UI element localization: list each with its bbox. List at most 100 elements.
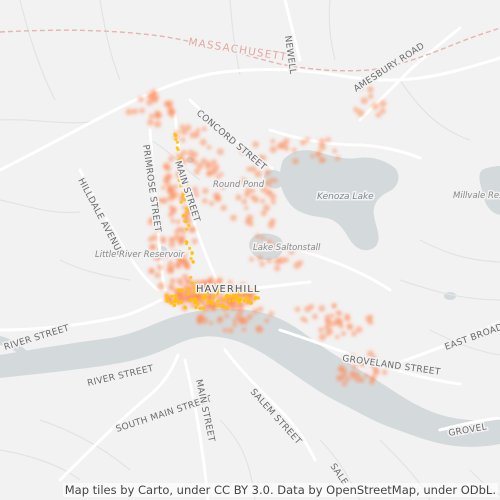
data-point bbox=[163, 164, 168, 170]
data-point bbox=[227, 279, 233, 285]
data-point bbox=[238, 145, 245, 151]
dense-point bbox=[246, 299, 250, 303]
dense-point bbox=[177, 301, 181, 305]
dense-point bbox=[173, 132, 177, 136]
dense-point bbox=[194, 305, 198, 310]
dense-point bbox=[192, 286, 196, 290]
data-point bbox=[297, 260, 304, 266]
dense-point bbox=[177, 178, 181, 183]
data-point bbox=[173, 250, 179, 256]
data-point bbox=[239, 177, 247, 185]
dense-point bbox=[201, 306, 206, 311]
millvale-label: Millvale Reser bbox=[453, 191, 500, 201]
data-point bbox=[165, 100, 174, 108]
data-point bbox=[181, 273, 189, 281]
data-point bbox=[177, 258, 183, 264]
data-point bbox=[149, 216, 156, 222]
dense-point bbox=[232, 294, 236, 298]
dense-point bbox=[186, 287, 190, 292]
data-point bbox=[310, 153, 315, 159]
data-point bbox=[351, 330, 357, 337]
data-point bbox=[154, 203, 160, 209]
data-point bbox=[264, 179, 272, 187]
lake-saltonstall-label: Lake Saltonstall bbox=[253, 243, 321, 253]
data-point bbox=[261, 244, 268, 251]
data-point bbox=[269, 218, 276, 225]
data-point bbox=[219, 289, 225, 295]
data-point bbox=[364, 373, 369, 378]
data-point bbox=[165, 173, 172, 180]
kenoza-road bbox=[268, 128, 422, 160]
data-point bbox=[184, 217, 192, 226]
dense-point bbox=[181, 180, 185, 184]
data-point bbox=[368, 314, 373, 319]
dense-point bbox=[177, 158, 181, 162]
data-point bbox=[355, 326, 363, 333]
data-point bbox=[149, 113, 155, 119]
data-point bbox=[161, 185, 166, 190]
data-point bbox=[125, 108, 133, 116]
data-point bbox=[192, 151, 199, 158]
dense-point bbox=[185, 207, 189, 211]
dense-point bbox=[181, 173, 185, 178]
dense-point bbox=[181, 192, 185, 196]
dense-point bbox=[185, 210, 189, 215]
data-point bbox=[232, 318, 238, 323]
dense-point bbox=[170, 294, 174, 299]
data-point bbox=[252, 141, 259, 148]
dense-points bbox=[164, 132, 261, 311]
data-point bbox=[264, 169, 271, 176]
hilldale-avenue bbox=[78, 168, 160, 292]
data-point bbox=[257, 255, 263, 261]
data-point bbox=[254, 233, 261, 239]
data-point bbox=[176, 277, 182, 283]
data-point bbox=[215, 174, 221, 180]
data-point bbox=[230, 304, 237, 311]
data-point bbox=[205, 160, 213, 169]
data-point bbox=[246, 313, 253, 320]
data-point bbox=[329, 313, 335, 318]
data-point bbox=[335, 374, 343, 382]
map-attribution[interactable]: Map tiles by Carto, under CC BY 3.0. Dat… bbox=[62, 483, 498, 497]
data-point bbox=[246, 293, 253, 300]
data-point bbox=[263, 204, 270, 212]
data-point bbox=[266, 258, 272, 264]
data-point bbox=[250, 188, 256, 193]
dense-point bbox=[185, 242, 189, 246]
data-point bbox=[300, 139, 307, 146]
data-point bbox=[200, 158, 208, 165]
data-point bbox=[206, 304, 212, 311]
dense-point bbox=[204, 290, 209, 295]
dense-point bbox=[215, 285, 219, 289]
data-point bbox=[193, 168, 200, 175]
data-point bbox=[246, 166, 252, 172]
dense-point bbox=[253, 296, 257, 301]
data-point bbox=[260, 198, 266, 204]
dense-point bbox=[180, 288, 184, 292]
data-point bbox=[312, 313, 318, 320]
data-point bbox=[150, 234, 158, 242]
data-point bbox=[208, 276, 215, 283]
data-point bbox=[256, 325, 264, 333]
data-point bbox=[232, 322, 237, 328]
dense-point bbox=[175, 140, 180, 144]
data-point bbox=[184, 293, 192, 301]
data-point bbox=[370, 361, 378, 369]
data-point bbox=[260, 210, 267, 217]
data-point bbox=[270, 199, 276, 205]
data-point bbox=[268, 190, 273, 195]
dense-point bbox=[169, 301, 174, 305]
dense-point bbox=[189, 257, 193, 261]
dense-point bbox=[164, 294, 169, 298]
data-point bbox=[176, 226, 182, 232]
dense-point bbox=[174, 298, 178, 303]
dense-point bbox=[183, 198, 187, 202]
dense-point bbox=[210, 301, 215, 306]
river-street bbox=[0, 296, 167, 332]
dense-point bbox=[186, 292, 190, 296]
dense-point bbox=[165, 299, 170, 303]
data-point bbox=[148, 267, 155, 275]
data-point bbox=[241, 198, 248, 205]
